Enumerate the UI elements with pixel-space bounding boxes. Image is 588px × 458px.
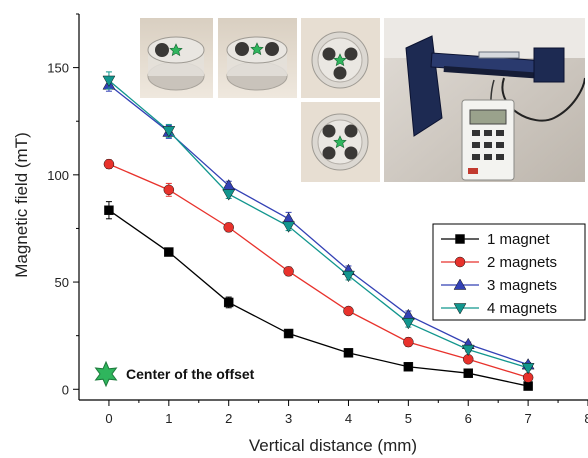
data-point	[343, 305, 354, 317]
y-tick-label: 100	[47, 168, 69, 183]
legend-label: 3 magnets	[487, 277, 557, 294]
data-point	[342, 270, 355, 283]
series-line	[108, 163, 529, 379]
series-layer	[102, 71, 535, 391]
center-annotation: Center of the offset	[94, 360, 255, 388]
axes: 0 1 2 3 4 5 6 7 8 0 50 100 150	[47, 13, 588, 426]
data-point	[103, 158, 115, 170]
series-2	[103, 158, 534, 383]
x-tick-label: 0	[105, 411, 112, 426]
legend-entry: 3 magnets	[441, 277, 557, 294]
legend-marker	[455, 234, 465, 244]
x-tick-label: 7	[525, 411, 532, 426]
legend-entry: 4 magnets	[441, 300, 557, 317]
photo-3-magnets	[301, 18, 380, 98]
x-tick-label: 2	[225, 411, 232, 426]
legend-marker	[453, 278, 467, 290]
data-point	[223, 222, 234, 233]
series-4	[102, 71, 535, 375]
data-point	[283, 266, 294, 277]
data-point	[282, 221, 296, 233]
legend-label: 2 magnets	[487, 254, 557, 271]
data-point	[162, 126, 176, 138]
green-star-icon	[169, 43, 183, 57]
data-point	[403, 336, 414, 348]
data-point	[223, 297, 234, 308]
photo-2-magnets	[218, 18, 297, 98]
legend-label: 1 magnet	[487, 231, 550, 248]
data-point	[164, 247, 174, 257]
y-axis-label: Magnetic field (mT)	[12, 132, 31, 277]
x-tick-label: 4	[345, 411, 352, 426]
green-star-icon	[94, 360, 118, 388]
data-point	[104, 205, 114, 215]
data-point	[521, 363, 535, 375]
legend-entry: 1 magnet	[441, 231, 550, 248]
data-point	[401, 318, 415, 330]
photo-4-magnets	[301, 102, 380, 182]
center-annotation-label: Center of the offset	[126, 366, 255, 382]
green-star-icon	[333, 53, 347, 67]
data-point	[222, 189, 236, 201]
data-point	[102, 75, 116, 87]
photo-1-magnet	[140, 18, 213, 98]
series-line	[108, 79, 529, 369]
y-tick-label: 150	[47, 61, 69, 76]
photo-measurement-setup	[384, 18, 585, 182]
data-point	[461, 344, 475, 357]
data-point	[523, 381, 533, 391]
x-tick-label: 5	[405, 411, 412, 426]
legend-label: 4 magnets	[487, 300, 557, 317]
legend-marker	[453, 303, 467, 315]
data-point	[463, 368, 473, 378]
data-point	[403, 362, 414, 372]
y-tick-label: 50	[55, 275, 69, 290]
y-tick-label: 0	[62, 382, 69, 397]
data-point	[283, 328, 294, 339]
legend-marker	[454, 256, 466, 268]
green-star-icon	[333, 135, 347, 149]
x-tick-label: 8	[584, 411, 588, 426]
x-tick-label: 6	[465, 411, 472, 426]
x-tick-label: 3	[285, 411, 292, 426]
legend-entry: 2 magnets	[441, 254, 557, 271]
data-point	[163, 184, 175, 196]
legend: 1 magnet 2 magnets 3 magnets 4 magnets	[432, 223, 586, 321]
x-tick-label: 1	[165, 411, 172, 426]
series-line	[108, 209, 529, 387]
green-star-icon	[250, 42, 264, 56]
x-axis-label: Vertical distance (mm)	[249, 436, 417, 455]
data-point	[343, 348, 354, 358]
series-1	[104, 201, 533, 391]
